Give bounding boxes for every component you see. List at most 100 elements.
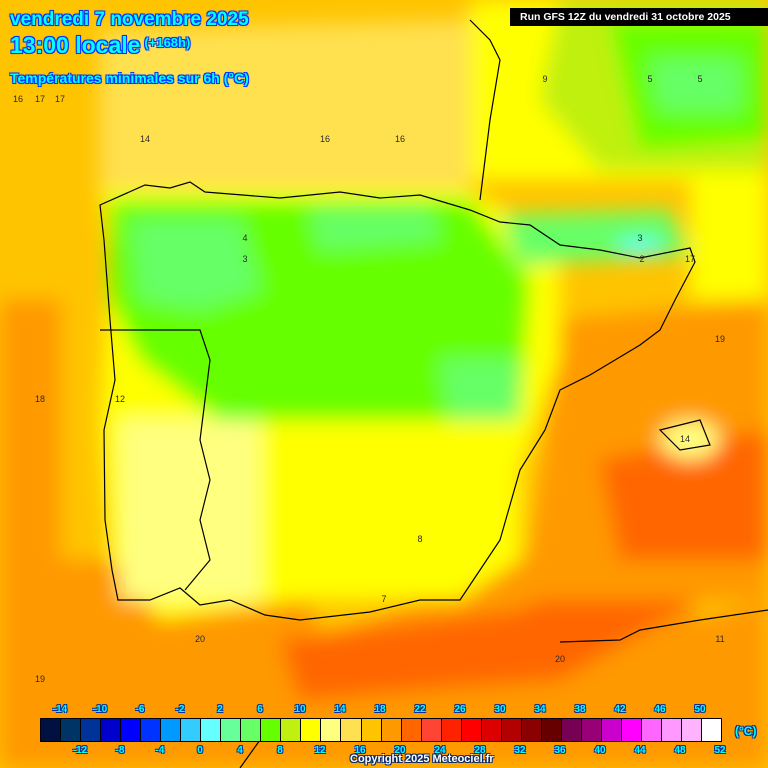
forecast-time: 13:00 locale (+168h)	[10, 32, 190, 59]
legend-tick-top: 22	[414, 704, 426, 715]
legend-swatch	[621, 719, 642, 741]
legend-swatch	[361, 719, 382, 741]
forecast-date: vendredi 7 novembre 2025	[10, 9, 249, 30]
legend-tick-bottom: 12	[314, 745, 326, 756]
unit-label: (°C)	[735, 724, 757, 738]
legend-tick-bottom: 8	[277, 745, 283, 756]
grid-value: 8	[417, 534, 422, 544]
run-banner: Run GFS 12Z du vendredi 31 octobre 2025	[510, 8, 768, 26]
legend-swatch	[521, 719, 542, 741]
legend-tick-top: 10	[294, 704, 306, 715]
legend-swatch	[641, 719, 662, 741]
legend-tick-bottom: -8	[115, 745, 125, 756]
legend-swatch	[341, 719, 362, 741]
legend-swatch	[181, 719, 202, 741]
grid-value: 18	[35, 394, 45, 404]
legend-swatch	[381, 719, 402, 741]
legend-tick-bottom: 24	[434, 745, 446, 756]
grid-value: 3	[637, 233, 642, 243]
legend-swatch	[501, 719, 522, 741]
legend-tick-bottom: 32	[514, 745, 526, 756]
grid-value: 17	[35, 94, 45, 104]
legend-tick-bottom: 4	[237, 745, 243, 756]
legend-swatch	[481, 719, 502, 741]
parameter-title: Températures minimales sur 6h (°C)	[10, 70, 249, 86]
grid-value: 12	[115, 394, 125, 404]
legend-swatch	[682, 719, 703, 741]
grid-value: 5	[697, 74, 702, 84]
legend-swatch	[61, 719, 82, 741]
legend-swatch	[421, 719, 442, 741]
legend-tick-top: -14	[52, 704, 68, 715]
legend-swatch	[201, 719, 222, 741]
legend-swatch	[321, 719, 342, 741]
grid-value: 20	[555, 654, 565, 664]
legend-tick-top: 30	[494, 704, 506, 715]
forecast-offset: (+168h)	[144, 35, 191, 50]
legend-tick-top: 38	[574, 704, 586, 715]
legend-tick-bottom: 40	[594, 745, 606, 756]
legend-tick-bottom: 44	[634, 745, 646, 756]
legend-swatch	[581, 719, 602, 741]
legend-tick-top: 34	[534, 704, 546, 715]
grid-value: 16	[320, 134, 330, 144]
grid-value: 20	[195, 634, 205, 644]
legend-tick-top: 46	[654, 704, 666, 715]
legend-tick-top: 6	[257, 704, 263, 715]
legend-swatch	[661, 719, 682, 741]
grid-value: 19	[35, 674, 45, 684]
grid-value: 17	[685, 254, 695, 264]
legend-tick-bottom: -4	[155, 745, 165, 756]
grid-value: 17	[55, 94, 65, 104]
legend-swatch	[41, 719, 62, 741]
legend-tick-bottom: -12	[72, 745, 88, 756]
legend-tick-top: 42	[614, 704, 626, 715]
grid-value: 7	[381, 594, 386, 604]
legend-tick-bottom: 28	[474, 745, 486, 756]
legend-swatch	[401, 719, 422, 741]
legend-swatch	[241, 719, 262, 741]
legend-tick-top: 2	[217, 704, 223, 715]
legend-tick-bottom: 48	[674, 745, 686, 756]
grid-value: 3	[242, 254, 247, 264]
legend-swatch	[261, 719, 282, 741]
legend-swatch	[301, 719, 322, 741]
grid-value: 14	[140, 134, 150, 144]
grid-value: 9	[542, 74, 547, 84]
legend-swatch	[561, 719, 582, 741]
grid-value: 19	[715, 334, 725, 344]
legend-tick-top: 26	[454, 704, 466, 715]
grid-value: 16	[13, 94, 23, 104]
legend-swatch	[702, 719, 722, 741]
grid-value: 4	[242, 233, 247, 243]
grid-value: 16	[395, 134, 405, 144]
legend-tick-top: 14	[334, 704, 346, 715]
legend-swatch	[221, 719, 242, 741]
legend-tick-bottom: 52	[714, 745, 726, 756]
grid-value: 2	[639, 254, 644, 264]
grid-value: 5	[647, 74, 652, 84]
copyright-notice: Copyright 2025 Meteociel.fr	[350, 753, 494, 765]
legend-tick-top: -10	[92, 704, 108, 715]
legend-swatch	[81, 719, 102, 741]
legend-swatch	[141, 719, 162, 741]
legend-swatch	[441, 719, 462, 741]
legend-tick-bottom: 16	[354, 745, 366, 756]
legend-tick-bottom: 0	[197, 745, 203, 756]
grid-values: 16 17 17 14 16 16 9 5 5 4 3 3 2 17 19 14 18 12 8 7 20 11 20 19	[13, 74, 725, 684]
grid-value: 14	[680, 434, 690, 444]
legend-tick-bottom: 36	[554, 745, 566, 756]
forecast-time-label: 13:00 locale	[10, 32, 141, 58]
legend-swatch	[161, 719, 182, 741]
legend-swatch	[101, 719, 122, 741]
legend-tick-top: 18	[374, 704, 386, 715]
legend-tick-bottom: 20	[394, 745, 406, 756]
legend-swatch	[541, 719, 562, 741]
legend-swatch	[121, 719, 142, 741]
color-scale-legend	[40, 718, 722, 742]
legend-swatch	[601, 719, 622, 741]
legend-swatch	[281, 719, 302, 741]
legend-swatch	[461, 719, 482, 741]
legend-tick-top: -2	[175, 704, 185, 715]
